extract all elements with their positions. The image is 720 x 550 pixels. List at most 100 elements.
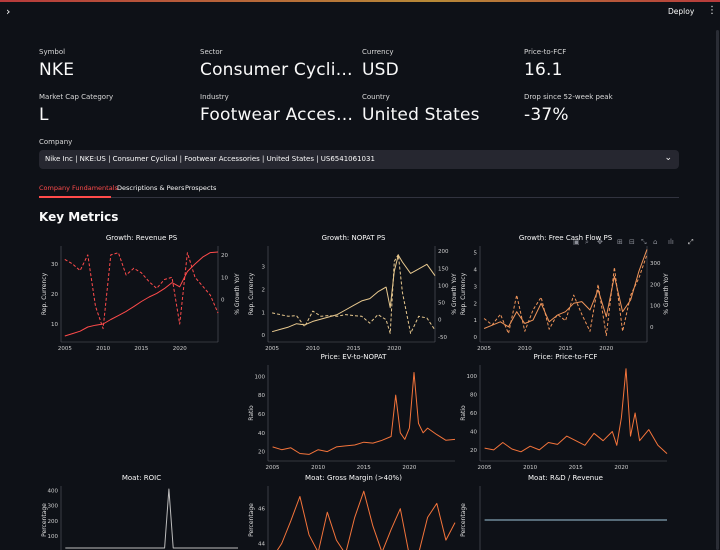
metric-value: Consumer Cyclical bbox=[200, 60, 355, 80]
y2-tick-label: 200 bbox=[650, 282, 661, 288]
y-axis-label: Percentage bbox=[460, 503, 467, 537]
series-line-value bbox=[64, 251, 219, 337]
y-tick-label: 2 bbox=[474, 301, 478, 307]
tab-descriptions-peers[interactable]: Descriptions & Peers bbox=[117, 184, 185, 192]
y-tick-label: 5 bbox=[474, 251, 478, 257]
x-tick-label: 2010 bbox=[306, 346, 320, 352]
chart-title: Growth: Revenue PS bbox=[105, 234, 178, 242]
deploy-button[interactable]: Deploy bbox=[668, 7, 695, 16]
metric-drop-since-peak: Drop since 52-week peak -37% bbox=[524, 93, 679, 125]
series-line-value bbox=[484, 368, 668, 454]
y2-axis-label: % Growth YoY bbox=[663, 273, 670, 315]
series-line-value bbox=[483, 249, 648, 329]
home-icon[interactable]: ⌂ bbox=[653, 238, 658, 246]
y-tick-label: 46 bbox=[258, 507, 265, 513]
y-tick-label: 3 bbox=[262, 265, 266, 271]
series-line-growth bbox=[64, 252, 219, 330]
active-tab-indicator bbox=[39, 196, 111, 198]
metric-value: -37% bbox=[524, 105, 569, 125]
y-tick-label: 1 bbox=[474, 318, 478, 324]
tab-company-fundamentals[interactable]: Company Fundamentals bbox=[39, 184, 118, 192]
metric-label: Drop since 52-week peak bbox=[524, 93, 613, 101]
x-tick-label: 2015 bbox=[357, 465, 371, 471]
tab-prospects[interactable]: Prospects bbox=[185, 184, 217, 192]
metric-value: Footwear Accessories bbox=[200, 105, 355, 125]
company-select-label: Company bbox=[39, 138, 73, 146]
kebab-menu-icon[interactable]: ⋮ bbox=[707, 5, 717, 16]
y-tick-label: 60 bbox=[258, 412, 265, 418]
metric-label: Symbol bbox=[39, 48, 66, 56]
metric-value: United States bbox=[362, 105, 480, 125]
fullscreen-icon[interactable]: ⤢ bbox=[688, 238, 694, 246]
scrollbar[interactable] bbox=[716, 30, 719, 550]
chart-title: Moat: Gross Margin (>40%) bbox=[305, 474, 402, 482]
y-tick-label: 200 bbox=[48, 519, 59, 525]
y-tick-label: 0 bbox=[474, 335, 478, 341]
series-line-value bbox=[272, 372, 456, 455]
zoom-icon[interactable]: ⌕ bbox=[585, 238, 589, 246]
x-tick-label: 2015 bbox=[559, 346, 573, 352]
chart-modebar: ▣ ⌕ ✥ ⊞ ⊟ ⤡ ⌂ ılı ⤢ bbox=[573, 238, 703, 248]
autoscale-icon[interactable]: ⤡ bbox=[641, 238, 647, 246]
y2-axis-label: % Growth YoY bbox=[451, 273, 458, 315]
chart-gm[interactable]: Moat: Gross Margin (>40%) 44 46 Percentage bbox=[246, 474, 461, 550]
y-tick-label: 44 bbox=[258, 542, 265, 548]
y2-tick-label: 200 bbox=[438, 249, 449, 255]
y-axis-label: Percentage bbox=[248, 503, 255, 537]
chart-svg: 100 200 300 400 Percentage bbox=[41, 486, 238, 550]
y2-tick-label: 20 bbox=[221, 253, 228, 259]
x-tick-label: 2010 bbox=[311, 465, 325, 471]
zoom-in-icon[interactable]: ⊞ bbox=[617, 238, 623, 246]
y2-tick-label: 10 bbox=[221, 275, 228, 281]
y-axis-label: Ratio bbox=[460, 405, 467, 421]
chart-evnopat[interactable]: Price: EV-to-NOPAT 2005 2010 2015 2020 20 40 60… bbox=[246, 353, 461, 477]
camera-icon[interactable]: ▣ bbox=[573, 238, 580, 246]
y2-axis-label: % Growth YoY bbox=[234, 273, 241, 315]
chevron-right-icon[interactable]: › bbox=[6, 5, 11, 18]
y-axis-label: Percentage bbox=[41, 503, 48, 537]
y-tick-label: 4 bbox=[474, 268, 478, 274]
chart-rev[interactable]: Growth: Revenue PS 2005 2010 2015 2020 10 20 30… bbox=[39, 234, 244, 358]
y-tick-label: 10 bbox=[51, 322, 58, 328]
chart-fcf[interactable]: Growth: Free Cash Flow PS 2005 2010 2015 202… bbox=[458, 234, 673, 358]
chart-rd[interactable]: Moat: R&D / Revenue Percentage bbox=[458, 474, 673, 550]
series-line-value bbox=[276, 490, 456, 550]
plotly-logo-icon[interactable]: ılı bbox=[668, 238, 674, 246]
chart-title: Moat: R&D / Revenue bbox=[528, 474, 603, 482]
chart-roic[interactable]: Moat: ROIC 100 200 300 400 Percentage bbox=[39, 474, 244, 550]
x-tick-label: 2005 bbox=[477, 346, 491, 352]
y-tick-label: 2 bbox=[262, 287, 266, 293]
y-tick-label: 0 bbox=[262, 333, 266, 339]
pan-icon[interactable]: ✥ bbox=[597, 238, 603, 246]
chart-title: Moat: ROIC bbox=[121, 474, 162, 482]
metric-value: L bbox=[39, 105, 49, 125]
chart-title: Growth: Free Cash Flow PS bbox=[518, 234, 613, 242]
metric-label: Sector bbox=[200, 48, 223, 56]
chart-title: Price: Price-to-FCF bbox=[533, 353, 598, 361]
y-tick-label: 40 bbox=[258, 431, 265, 437]
chart-svg: 2005 2010 2015 2020 0 1 2 3 -50 0 50 100 150 200 Rep. … bbox=[248, 246, 458, 352]
series-line-value bbox=[271, 254, 436, 333]
y2-tick-label: 0 bbox=[221, 298, 225, 304]
y-tick-label: 300 bbox=[48, 504, 59, 510]
y-tick-label: 100 bbox=[48, 534, 59, 540]
metric-sector: Sector Consumer Cyclical bbox=[200, 48, 355, 80]
y-tick-label: 400 bbox=[48, 489, 59, 495]
chart-nopat[interactable]: Growth: NOPAT PS 2005 2010 2015 2020 0 1 2 3 -50 0… bbox=[246, 234, 461, 358]
company-select[interactable]: Nike Inc | NKE:US | Consumer Cyclical | … bbox=[39, 150, 679, 169]
metric-label: Currency bbox=[362, 48, 394, 56]
company-select-value: Nike Inc | NKE:US | Consumer Cyclical | … bbox=[45, 155, 375, 163]
zoom-out-icon[interactable]: ⊟ bbox=[629, 238, 635, 246]
y-tick-label: 1 bbox=[262, 310, 266, 316]
y-tick-label: 40 bbox=[470, 429, 477, 435]
y-axis-label: Ratio bbox=[248, 405, 255, 421]
chart-pfcf[interactable]: Price: Price-to-FCF 2005 2010 2015 2020 20 40 6… bbox=[458, 353, 673, 477]
x-tick-label: 2010 bbox=[523, 465, 537, 471]
chevron-down-icon[interactable]: ⌄ bbox=[664, 153, 672, 163]
y2-tick-label: 150 bbox=[438, 266, 449, 272]
metric-currency: Currency USD bbox=[362, 48, 517, 80]
